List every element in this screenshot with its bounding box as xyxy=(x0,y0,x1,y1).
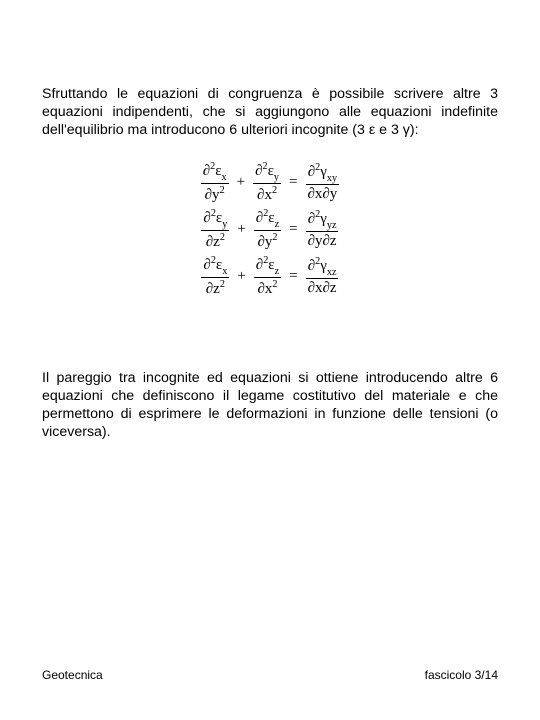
equation-row: ∂2εx∂z2+∂2εz∂x2=∂2γxz∂x∂z xyxy=(158,255,383,298)
equation-row: ∂2εx∂y2+∂2εy∂x2=∂2γxy∂x∂y xyxy=(158,161,383,204)
paragraph-intro: Sfruttando le equazioni di congruenza è … xyxy=(42,86,498,139)
footer-left: Geotecnica xyxy=(42,668,103,682)
equation-block: ∂2εx∂y2+∂2εy∂x2=∂2γxy∂x∂y∂2εy∂z2+∂2εz∂y2… xyxy=(158,161,383,298)
equation-row: ∂2εy∂z2+∂2εz∂y2=∂2γyz∂y∂z xyxy=(158,208,383,251)
paragraph-conclusion: Il pareggio tra incognite ed equazioni s… xyxy=(42,370,498,441)
footer-right: fascicolo 3/14 xyxy=(425,668,498,682)
